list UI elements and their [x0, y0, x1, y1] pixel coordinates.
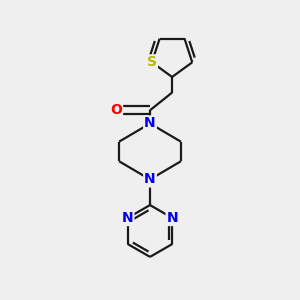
Text: N: N: [167, 211, 178, 225]
Text: S: S: [147, 55, 157, 69]
Text: N: N: [144, 172, 156, 186]
Text: N: N: [122, 211, 134, 225]
Text: O: O: [110, 103, 122, 117]
Text: N: N: [144, 116, 156, 130]
